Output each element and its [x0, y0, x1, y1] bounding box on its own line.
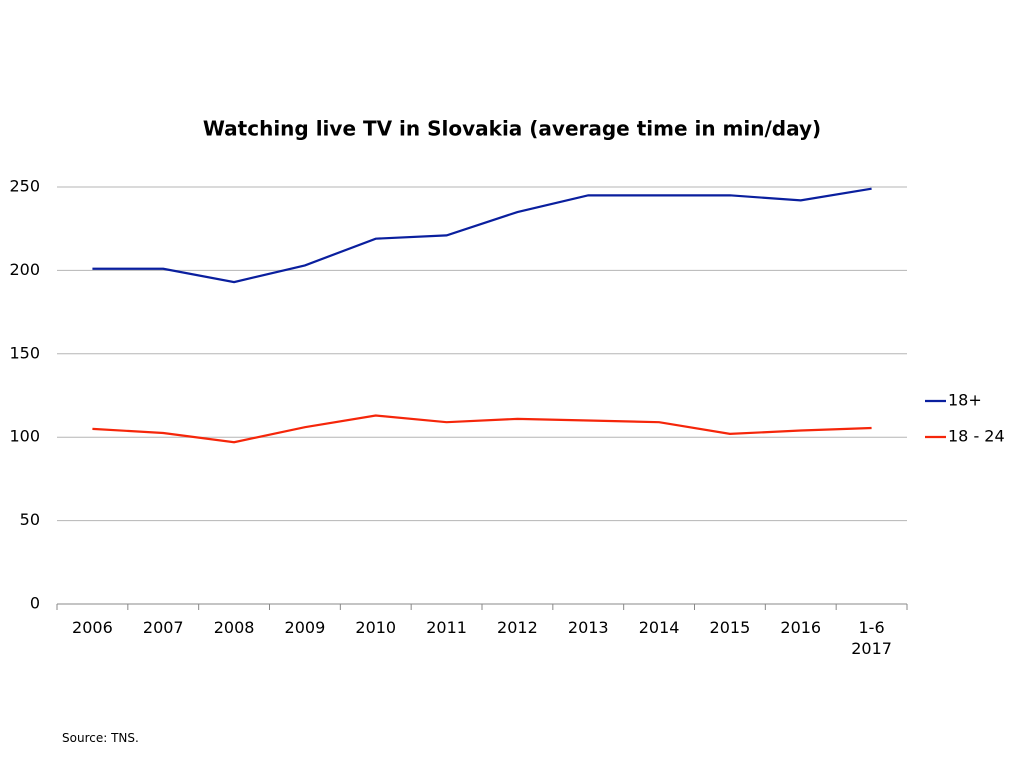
y-tick-label: 150: [9, 343, 40, 362]
y-tick-label: 100: [9, 427, 40, 446]
y-tick-label: 50: [20, 510, 40, 529]
legend-label: 18+: [948, 391, 982, 410]
legend-label: 18 - 24: [948, 427, 1005, 446]
x-tick-label: 2013: [567, 618, 609, 637]
series-line: [92, 414, 872, 444]
x-tick-label: 2014: [638, 618, 680, 637]
x-tick-label: 2009: [284, 618, 326, 637]
y-tick-label: 0: [30, 594, 40, 613]
series-line: [92, 187, 872, 284]
y-tick-label: 200: [9, 260, 40, 279]
x-tick-label: 2015: [709, 618, 751, 637]
x-tick-label: 2007: [142, 618, 184, 637]
y-tick-label: 250: [9, 177, 40, 196]
x-tick-label: 2012: [497, 618, 538, 637]
chart-title: Watching live TV in Slovakia (average ti…: [203, 117, 821, 141]
x-tick-label: 2008: [213, 618, 255, 637]
x-tick-label: 2006: [72, 618, 113, 637]
x-tick-label: 2016: [780, 618, 822, 637]
source-note: Source: TNS.: [62, 731, 139, 745]
x-tick-label: 1-6 2017: [851, 618, 892, 658]
x-tick-label: 2010: [355, 618, 397, 637]
x-tick-label: 2011: [426, 618, 467, 637]
